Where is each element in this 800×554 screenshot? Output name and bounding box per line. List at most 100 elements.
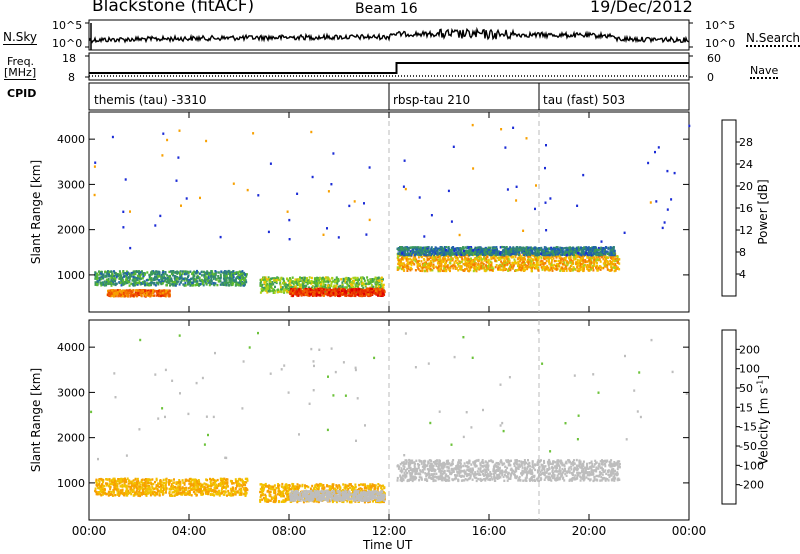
scatter-cell <box>274 289 277 293</box>
scatter-cell <box>378 289 381 293</box>
scatter-cell <box>426 257 429 261</box>
scatter-cell <box>511 267 514 270</box>
scatter-cell <box>529 253 532 256</box>
scatter-cell <box>457 263 459 266</box>
scatter-cell <box>114 289 117 292</box>
scatter-cell <box>330 289 332 292</box>
scatter-cell <box>565 254 568 257</box>
scatter-cell <box>495 264 498 267</box>
scatter-cell <box>470 257 472 260</box>
scatter-cell <box>204 275 207 278</box>
scatter-cell <box>416 263 419 266</box>
scatter-cell <box>289 278 292 281</box>
scatter-cell <box>474 248 477 252</box>
scatter-cell <box>550 250 553 253</box>
scatter-cell <box>412 251 415 254</box>
scatter-cell <box>206 270 209 273</box>
scatter-cell <box>603 260 606 263</box>
scatter-cell <box>110 282 113 285</box>
scatter-cell <box>483 259 486 262</box>
scatter-cell <box>272 291 275 294</box>
scatter-cell <box>574 254 576 257</box>
scatter-cell <box>103 280 106 283</box>
scatter-cell <box>538 248 541 252</box>
scatter-cell <box>334 287 337 290</box>
scatter-cell <box>284 287 287 290</box>
scatter-cell <box>338 287 340 291</box>
scatter-cell <box>453 261 456 264</box>
scatter-cell <box>327 288 330 292</box>
scatter-cell <box>151 294 154 297</box>
scatter-cell <box>158 275 161 278</box>
scatter-cell <box>381 294 384 297</box>
scatter-cell <box>602 266 605 270</box>
scatter-cell <box>496 256 499 260</box>
scatter-cell <box>352 285 355 289</box>
scatter-cell <box>318 276 321 280</box>
scatter-cell <box>230 275 233 278</box>
scatter-cell <box>592 266 594 270</box>
scatter-cell <box>611 257 614 260</box>
scatter-cell <box>430 261 433 264</box>
scatter-cell <box>522 263 525 266</box>
scatter-cell <box>100 271 103 274</box>
scatter-cell <box>464 246 467 249</box>
scatter-cell <box>155 275 158 279</box>
scatter-cell <box>252 132 255 135</box>
scatter-cell <box>333 278 336 282</box>
scatter-cell <box>550 246 553 250</box>
scatter-cell <box>429 263 432 266</box>
scatter-cell <box>135 270 138 273</box>
scatter-cell <box>560 250 563 253</box>
scatter-cell <box>614 258 617 261</box>
scatter-cell <box>112 279 115 282</box>
scatter-cell <box>564 267 566 270</box>
scatter-cell <box>174 282 177 285</box>
scatter-cell <box>515 246 518 249</box>
scatter-cell <box>538 247 541 250</box>
scatter-cell <box>294 278 297 281</box>
scatter-cell <box>108 289 111 292</box>
scatter-cell <box>125 270 128 273</box>
scatter-cell <box>468 263 471 266</box>
scatter-cell <box>447 249 450 252</box>
scatter-cell <box>296 294 299 297</box>
scatter-cell <box>433 255 435 259</box>
scatter-cell <box>317 277 320 280</box>
scatter-cell <box>111 135 114 139</box>
scatter-cell <box>444 264 447 267</box>
scatter-cell <box>362 282 365 285</box>
scatter-cell <box>484 253 487 257</box>
scatter-cell <box>291 290 294 293</box>
scatter-cell <box>428 257 431 261</box>
scatter-cell <box>267 276 270 279</box>
scatter-cell <box>183 279 186 282</box>
scatter-cell <box>154 273 157 276</box>
scatter-cell <box>616 266 619 269</box>
scatter-cell <box>604 250 607 253</box>
scatter-cell <box>430 214 433 217</box>
scatter-cell <box>475 268 478 271</box>
scatter-cell <box>541 268 544 271</box>
scatter-cell <box>93 193 96 197</box>
scatter-cell <box>122 272 125 275</box>
scatter-cell <box>129 274 132 278</box>
scatter-cell <box>424 247 427 250</box>
scatter-cell <box>454 256 457 260</box>
scatter-cell <box>120 284 123 287</box>
scatter-cell <box>96 277 99 280</box>
scatter-cell <box>475 266 478 269</box>
scatter-cell <box>600 247 603 250</box>
frequency-trace <box>89 62 689 77</box>
scatter-cell <box>285 283 288 286</box>
scatter-cell <box>296 292 299 296</box>
scatter-cell <box>397 262 400 266</box>
scatter-cell <box>545 229 548 232</box>
scatter-cell <box>141 277 144 280</box>
scatter-cell <box>137 289 140 293</box>
scatter-cell <box>116 293 119 296</box>
scatter-cell <box>531 253 534 256</box>
scatter-cell <box>326 288 329 292</box>
scatter-cell <box>314 292 317 295</box>
scatter-cell <box>554 248 557 251</box>
